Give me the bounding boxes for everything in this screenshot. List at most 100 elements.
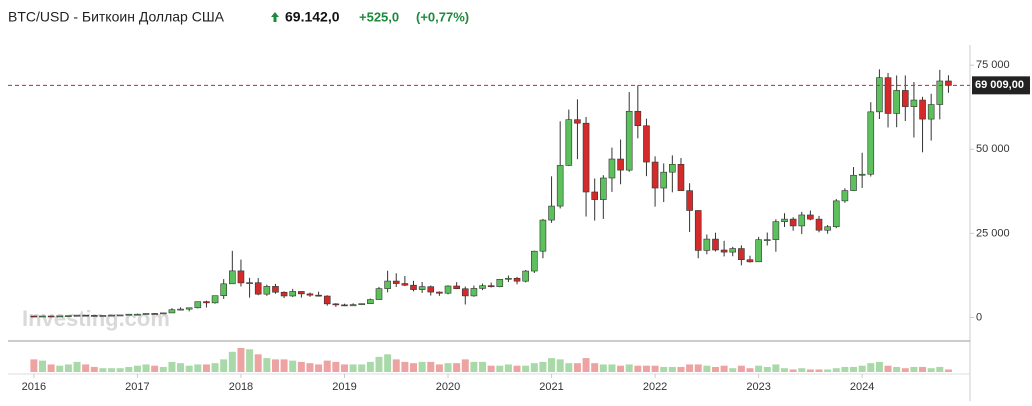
candle-body: [65, 315, 72, 317]
volume-bar: [944, 369, 952, 372]
volume-bar: [470, 361, 478, 372]
candle-body: [496, 278, 504, 288]
candle-body: [660, 171, 668, 189]
candle-body: [755, 239, 762, 263]
volume-bar: [228, 351, 236, 372]
candle-body: [720, 249, 728, 253]
candle-body: [142, 313, 150, 315]
volume-bar: [910, 366, 918, 372]
candle-body: [677, 164, 685, 191]
candle-body: [134, 313, 141, 316]
volume-bar: [453, 363, 461, 372]
candle-body: [160, 312, 167, 315]
x-tick-label: 2018: [229, 381, 253, 393]
volume-bar: [746, 368, 754, 372]
volume-bar: [867, 363, 875, 372]
change-pct: (+0,77%): [416, 9, 469, 24]
candle-body: [168, 309, 176, 314]
volume-bar: [168, 361, 176, 372]
candle-body: [280, 291, 288, 297]
volume-bar: [202, 364, 210, 372]
candle-body: [384, 280, 391, 289]
last-price-box: [972, 76, 1030, 95]
candle-body: [651, 161, 659, 189]
candle-body: [824, 226, 831, 231]
candle-body: [772, 221, 780, 240]
candle-body: [574, 119, 581, 124]
candle-body: [815, 218, 823, 231]
volume-bar: [530, 363, 538, 372]
volume-bar: [73, 361, 81, 372]
candle-body: [582, 122, 590, 193]
candle-body: [116, 314, 124, 317]
volume-bar: [781, 368, 789, 372]
candle-body: [703, 238, 711, 251]
volume-bar: [686, 364, 694, 372]
candle-body: [841, 190, 849, 202]
volume-bar: [435, 364, 443, 372]
candle-body: [763, 239, 771, 241]
candle-body: [47, 315, 55, 318]
candle-body: [505, 277, 512, 280]
volume-bar: [832, 368, 840, 372]
candle-body: [341, 304, 348, 307]
candle-body: [30, 315, 38, 318]
volume-bar: [133, 365, 141, 372]
candle-body: [82, 314, 89, 317]
x-tick-label: 2022: [643, 381, 667, 393]
volume-bar: [271, 359, 279, 372]
volume-bar: [634, 365, 642, 372]
candle-body: [807, 214, 814, 220]
volume-bar: [893, 366, 901, 372]
candle-body: [185, 307, 193, 310]
volume-bar: [479, 361, 487, 372]
volume-bar: [755, 365, 763, 372]
candle-body: [669, 164, 676, 173]
volume-bar: [254, 354, 262, 372]
volume-bar: [99, 368, 107, 372]
volume-bar: [358, 364, 366, 372]
volume-bar: [772, 364, 780, 372]
candle-body: [608, 158, 616, 179]
x-tick-label: 2021: [539, 381, 563, 393]
candle-body: [203, 301, 210, 304]
volume-bar: [936, 366, 944, 372]
volume-bar: [280, 359, 288, 372]
volume-bar: [565, 363, 573, 372]
volume-bar: [194, 364, 202, 372]
candle-body: [858, 173, 866, 176]
candle-body: [565, 119, 573, 166]
volume-bar: [116, 368, 124, 372]
candle-body: [893, 90, 900, 114]
volume-bar: [496, 365, 504, 372]
candle-body: [548, 205, 555, 221]
volume-bar: [185, 365, 193, 372]
candle-body: [625, 110, 633, 171]
watermark: Investing.com: [22, 306, 170, 331]
candle-body: [746, 259, 754, 263]
candle-body: [444, 285, 452, 294]
candle-body: [487, 285, 495, 288]
volume-bar: [392, 359, 400, 372]
volume-bar: [625, 364, 633, 372]
price: 69.142,0: [285, 9, 340, 25]
volume-bar: [366, 361, 374, 372]
volume-bar: [573, 363, 581, 372]
volume-bar: [548, 358, 556, 372]
volume-bar: [384, 354, 392, 372]
candle-body: [539, 219, 547, 252]
volume-bar: [418, 361, 426, 372]
candle-body: [177, 308, 184, 311]
volume-bar: [56, 365, 64, 372]
volume-bar: [444, 363, 452, 372]
candle-body: [323, 295, 331, 305]
volume-bar: [668, 366, 676, 372]
x-tick-label: 2020: [436, 381, 460, 393]
volume-bar: [108, 368, 116, 372]
volume-bar: [159, 366, 167, 372]
volume-bar: [349, 364, 357, 372]
volume-bar: [263, 358, 271, 372]
candle-body: [600, 177, 607, 200]
candle-body: [781, 218, 788, 222]
